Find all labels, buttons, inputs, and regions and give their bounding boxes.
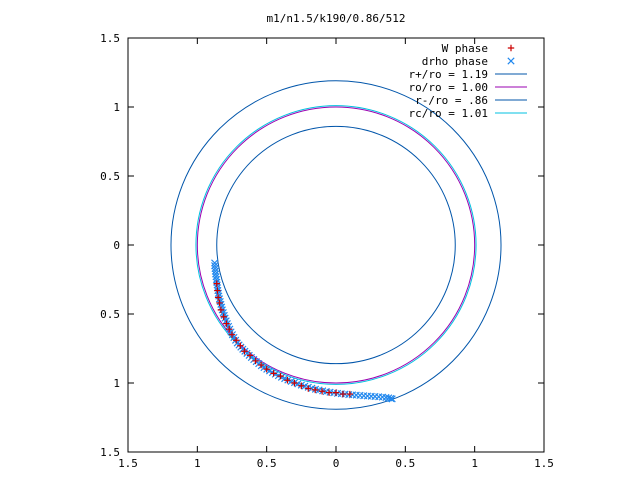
legend-marker [507, 57, 515, 65]
y-tick-label: 0.5 [100, 308, 120, 321]
y-tick-label: 1.5 [100, 32, 120, 45]
y-tick-label: 0 [113, 239, 120, 252]
circle-curve-0 [170, 80, 502, 410]
circle-curve-2 [216, 125, 456, 365]
legend-label: drho phase [422, 55, 488, 68]
x-tick-label: 1.5 [534, 457, 554, 470]
data-point [277, 372, 284, 380]
x-tick-label: 0 [333, 457, 340, 470]
chart-title: m1/n1.5/k190/0.86/512 [266, 12, 405, 25]
data-point [346, 390, 354, 398]
data-point [237, 342, 244, 349]
legend-label: ro/ro = 1.00 [409, 81, 488, 94]
x-tick-label: 0.5 [395, 457, 415, 470]
data-point [263, 366, 270, 373]
data-point [216, 299, 223, 307]
legend-label: W phase [442, 42, 488, 55]
data-point [241, 348, 248, 355]
data-point [223, 320, 230, 327]
y-tick-label: 1.5 [100, 446, 120, 459]
legend-label: r+/ro = 1.19 [409, 68, 488, 81]
y-tick-label: 1 [113, 101, 120, 114]
data-point [305, 385, 312, 392]
data-point [387, 394, 395, 403]
data-point [257, 361, 265, 369]
x-tick-label: 1.5 [118, 457, 138, 470]
circle-curve-3 [195, 105, 477, 385]
x-tick-label: 0.5 [257, 457, 277, 470]
legend-label: rc/ro = 1.01 [409, 107, 488, 120]
data-point [284, 377, 291, 384]
legend-marker [507, 44, 515, 52]
data-point [388, 395, 396, 403]
circle-curve-1 [196, 106, 476, 384]
data-point [246, 352, 254, 359]
legend-label: r-/ro = .86 [415, 94, 488, 107]
data-point [291, 379, 298, 387]
data-point [339, 390, 347, 398]
data-point [226, 325, 233, 333]
data-point [214, 294, 222, 301]
data-point [312, 386, 319, 394]
data-point [213, 280, 220, 287]
y-tick-label: 0.5 [100, 170, 120, 183]
data-point [217, 306, 225, 314]
data-point [214, 287, 221, 294]
data-point [214, 289, 223, 297]
data-point [298, 382, 305, 389]
data-point [228, 331, 236, 338]
data-point [270, 370, 277, 377]
series-+ [213, 280, 354, 398]
data-point [332, 389, 340, 396]
data-point [318, 388, 326, 395]
y-tick-label: 1 [113, 377, 120, 390]
data-point [252, 357, 259, 365]
data-point [325, 389, 333, 396]
x-tick-label: 1 [194, 457, 201, 470]
data-point [232, 337, 240, 344]
x-tick-label: 1 [471, 457, 478, 470]
data-point [220, 313, 227, 320]
